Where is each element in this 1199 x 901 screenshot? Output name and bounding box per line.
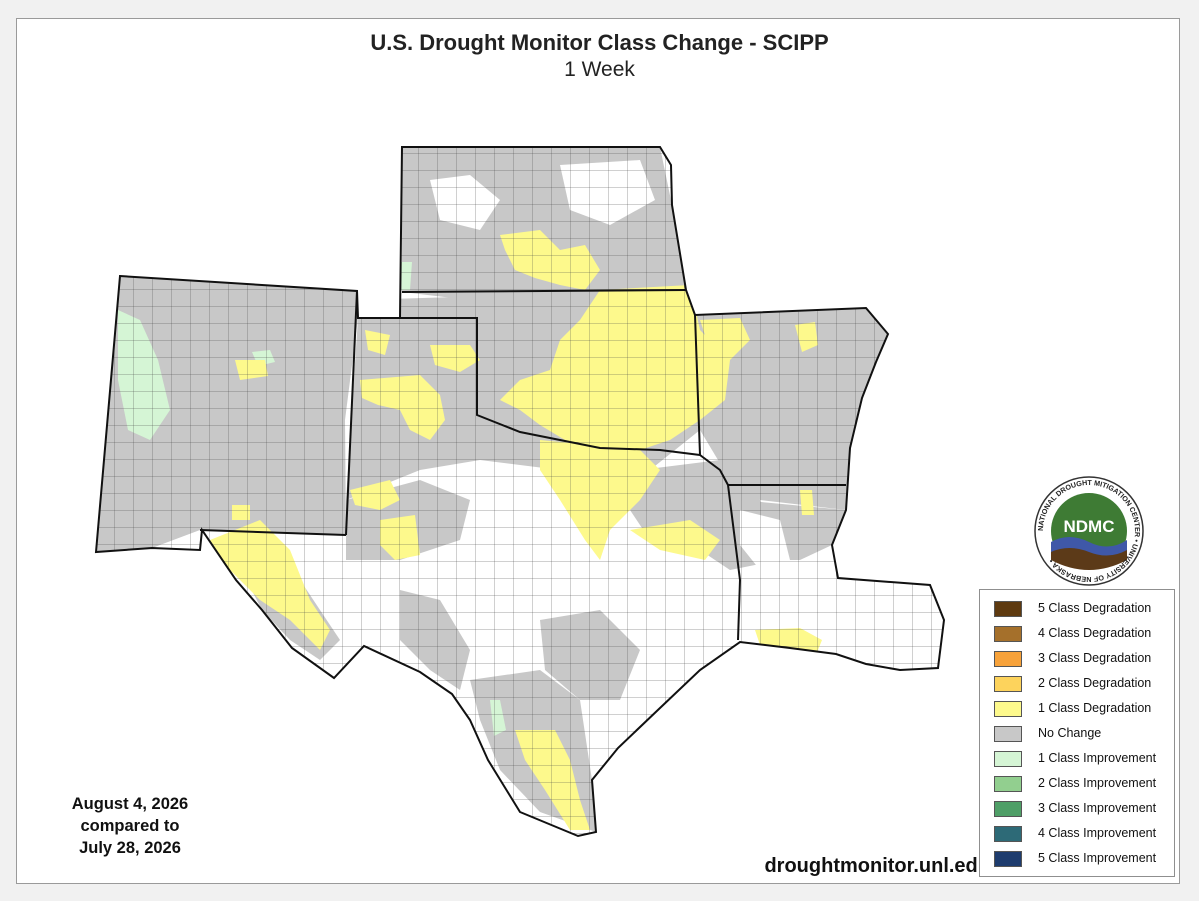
- legend-swatch: [994, 676, 1022, 692]
- map-title: U.S. Drought Monitor Class Change - SCIP…: [370, 30, 829, 55]
- ndmc-logo: NDMC NATIONAL DROUGHT MITIGATION CENTER …: [1034, 476, 1144, 586]
- kansas-south-border: [401, 289, 687, 293]
- legend-label: 2 Class Improvement: [1038, 776, 1157, 790]
- legend-label: 3 Class Degradation: [1038, 651, 1152, 665]
- legend-label: 5 Class Improvement: [1038, 851, 1157, 865]
- ndmc-abbrev: NDMC: [1064, 517, 1115, 536]
- legend-swatch: [994, 826, 1022, 842]
- legend-swatch: [994, 751, 1022, 767]
- current-date: August 4, 2026: [71, 795, 189, 813]
- legend: 5 Class Degradation 4 Class Degradation …: [979, 589, 1175, 877]
- legend-swatch: [994, 601, 1022, 617]
- nm-east-border: [345, 290, 358, 536]
- legend-label: 4 Class Improvement: [1038, 826, 1157, 840]
- legend-label: 5 Class Degradation: [1038, 601, 1152, 615]
- region-border: [94, 146, 946, 838]
- ar-ok-border: [694, 314, 729, 486]
- legend-label: 2 Class Degradation: [1038, 676, 1152, 690]
- compared-to-label: compared to: [80, 817, 180, 835]
- legend-label: 4 Class Degradation: [1038, 626, 1152, 640]
- nm-tx-border: [199, 529, 347, 536]
- legend-label: 3 Class Improvement: [1038, 801, 1157, 815]
- legend-swatch: [994, 851, 1022, 867]
- legend-label: No Change: [1038, 726, 1102, 740]
- legend-swatch: [994, 701, 1022, 717]
- tx-la-border: [727, 484, 742, 641]
- oklahoma-south-border: [358, 317, 701, 456]
- date-comparison: August 4, 2026 compared to July 28, 2026: [40, 793, 220, 859]
- map-subtitle: 1 Week: [564, 58, 635, 81]
- website-url: droughtmonitor.unl.edu: [764, 855, 990, 877]
- legend-swatch: [994, 726, 1022, 742]
- legend-label: 1 Class Improvement: [1038, 751, 1157, 765]
- legend-swatch: [994, 626, 1022, 642]
- legend-swatch: [994, 801, 1022, 817]
- legend-swatch: [994, 776, 1022, 792]
- legend-swatch: [994, 651, 1022, 667]
- legend-label: 1 Class Degradation: [1038, 701, 1152, 715]
- previous-date: July 28, 2026: [79, 839, 181, 857]
- state-borders: [199, 289, 846, 641]
